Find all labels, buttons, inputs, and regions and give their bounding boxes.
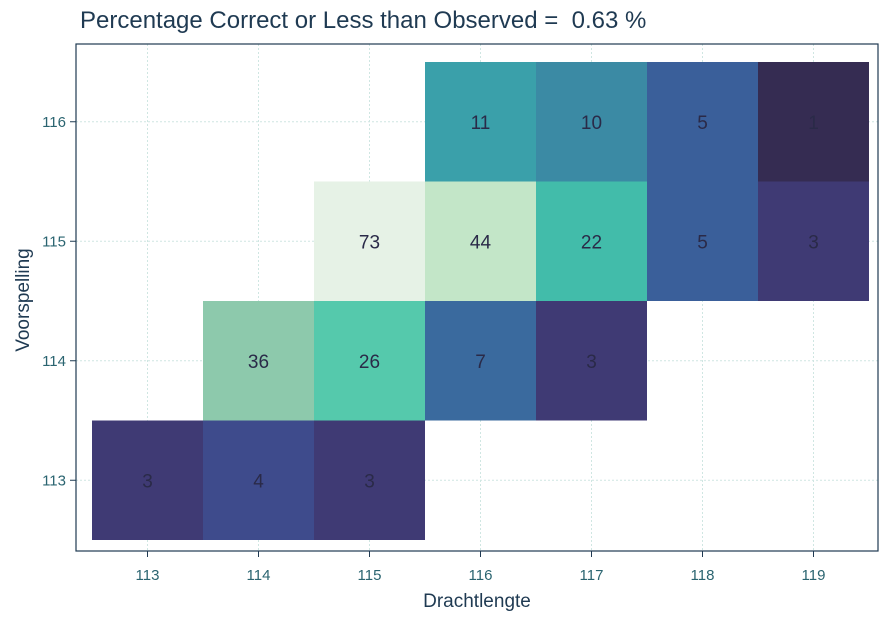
cell-value-label: 36 — [248, 352, 269, 373]
cell-value-labels: 3 4 336 26 7 373 44 22 5 311 10 5 1 — [142, 113, 819, 493]
heatmap-cell — [758, 181, 869, 301]
chart-title: Percentage Correct or Less than Observed… — [80, 7, 647, 34]
y-axis-title: Voorspelling — [13, 248, 34, 352]
cell-value-label: 11 — [471, 113, 491, 134]
cell-value-label: 5 — [697, 113, 708, 134]
cell-value-label: 4 — [253, 471, 264, 492]
x-tick-label: 117 — [580, 567, 604, 584]
heatmap-cell — [425, 181, 536, 301]
heatmap-cell — [536, 301, 647, 421]
heatmap-cell — [647, 62, 758, 182]
heatmap-cell — [314, 301, 425, 421]
heatmap-cell — [425, 62, 536, 182]
cell-value-label: 1 — [808, 113, 819, 134]
heatmap-cell — [758, 62, 869, 182]
cell-value-label: 73 — [359, 232, 380, 253]
cell-value-label: 3 — [364, 471, 375, 492]
x-tick-label: 113 — [136, 567, 160, 584]
x-tick-label: 118 — [691, 567, 715, 584]
x-tick-label: 115 — [358, 567, 382, 584]
heatmap-cell — [536, 62, 647, 182]
heatmap-cell — [536, 181, 647, 301]
y-tick-label: 116 — [42, 114, 66, 131]
heatmap-cell — [92, 420, 203, 540]
x-tick-label: 116 — [469, 567, 493, 584]
x-tick-label: 119 — [802, 567, 826, 584]
heatmap-cell — [203, 420, 314, 540]
cell-value-label: 7 — [475, 352, 486, 373]
heatmap-cell — [647, 181, 758, 301]
heatmap-cell — [203, 301, 314, 421]
x-axis-title: Drachtlengte — [423, 591, 531, 612]
cell-value-label: 26 — [359, 352, 380, 373]
heatmap-cells — [92, 62, 869, 540]
x-axis-ticks: 113 114 115 116 117 118 119 — [136, 551, 826, 584]
cell-value-label: 44 — [470, 232, 492, 253]
cell-value-label: 3 — [142, 471, 153, 492]
cell-value-label: 22 — [581, 232, 602, 253]
heatmap-cell — [314, 181, 425, 301]
y-tick-label: 115 — [42, 233, 66, 250]
cell-value-label: 10 — [581, 113, 602, 134]
heatmap-cell — [314, 420, 425, 540]
y-tick-label: 113 — [42, 472, 66, 489]
x-tick-label: 114 — [247, 567, 271, 584]
heatmap-cell — [425, 301, 536, 421]
plot-border — [75, 43, 879, 552]
cell-value-label: 3 — [586, 352, 597, 373]
y-tick-label: 114 — [42, 353, 66, 370]
y-axis-ticks: 113 114 115 116 — [42, 114, 76, 489]
cell-value-label: 3 — [808, 232, 819, 253]
cell-value-label: 5 — [697, 232, 708, 253]
